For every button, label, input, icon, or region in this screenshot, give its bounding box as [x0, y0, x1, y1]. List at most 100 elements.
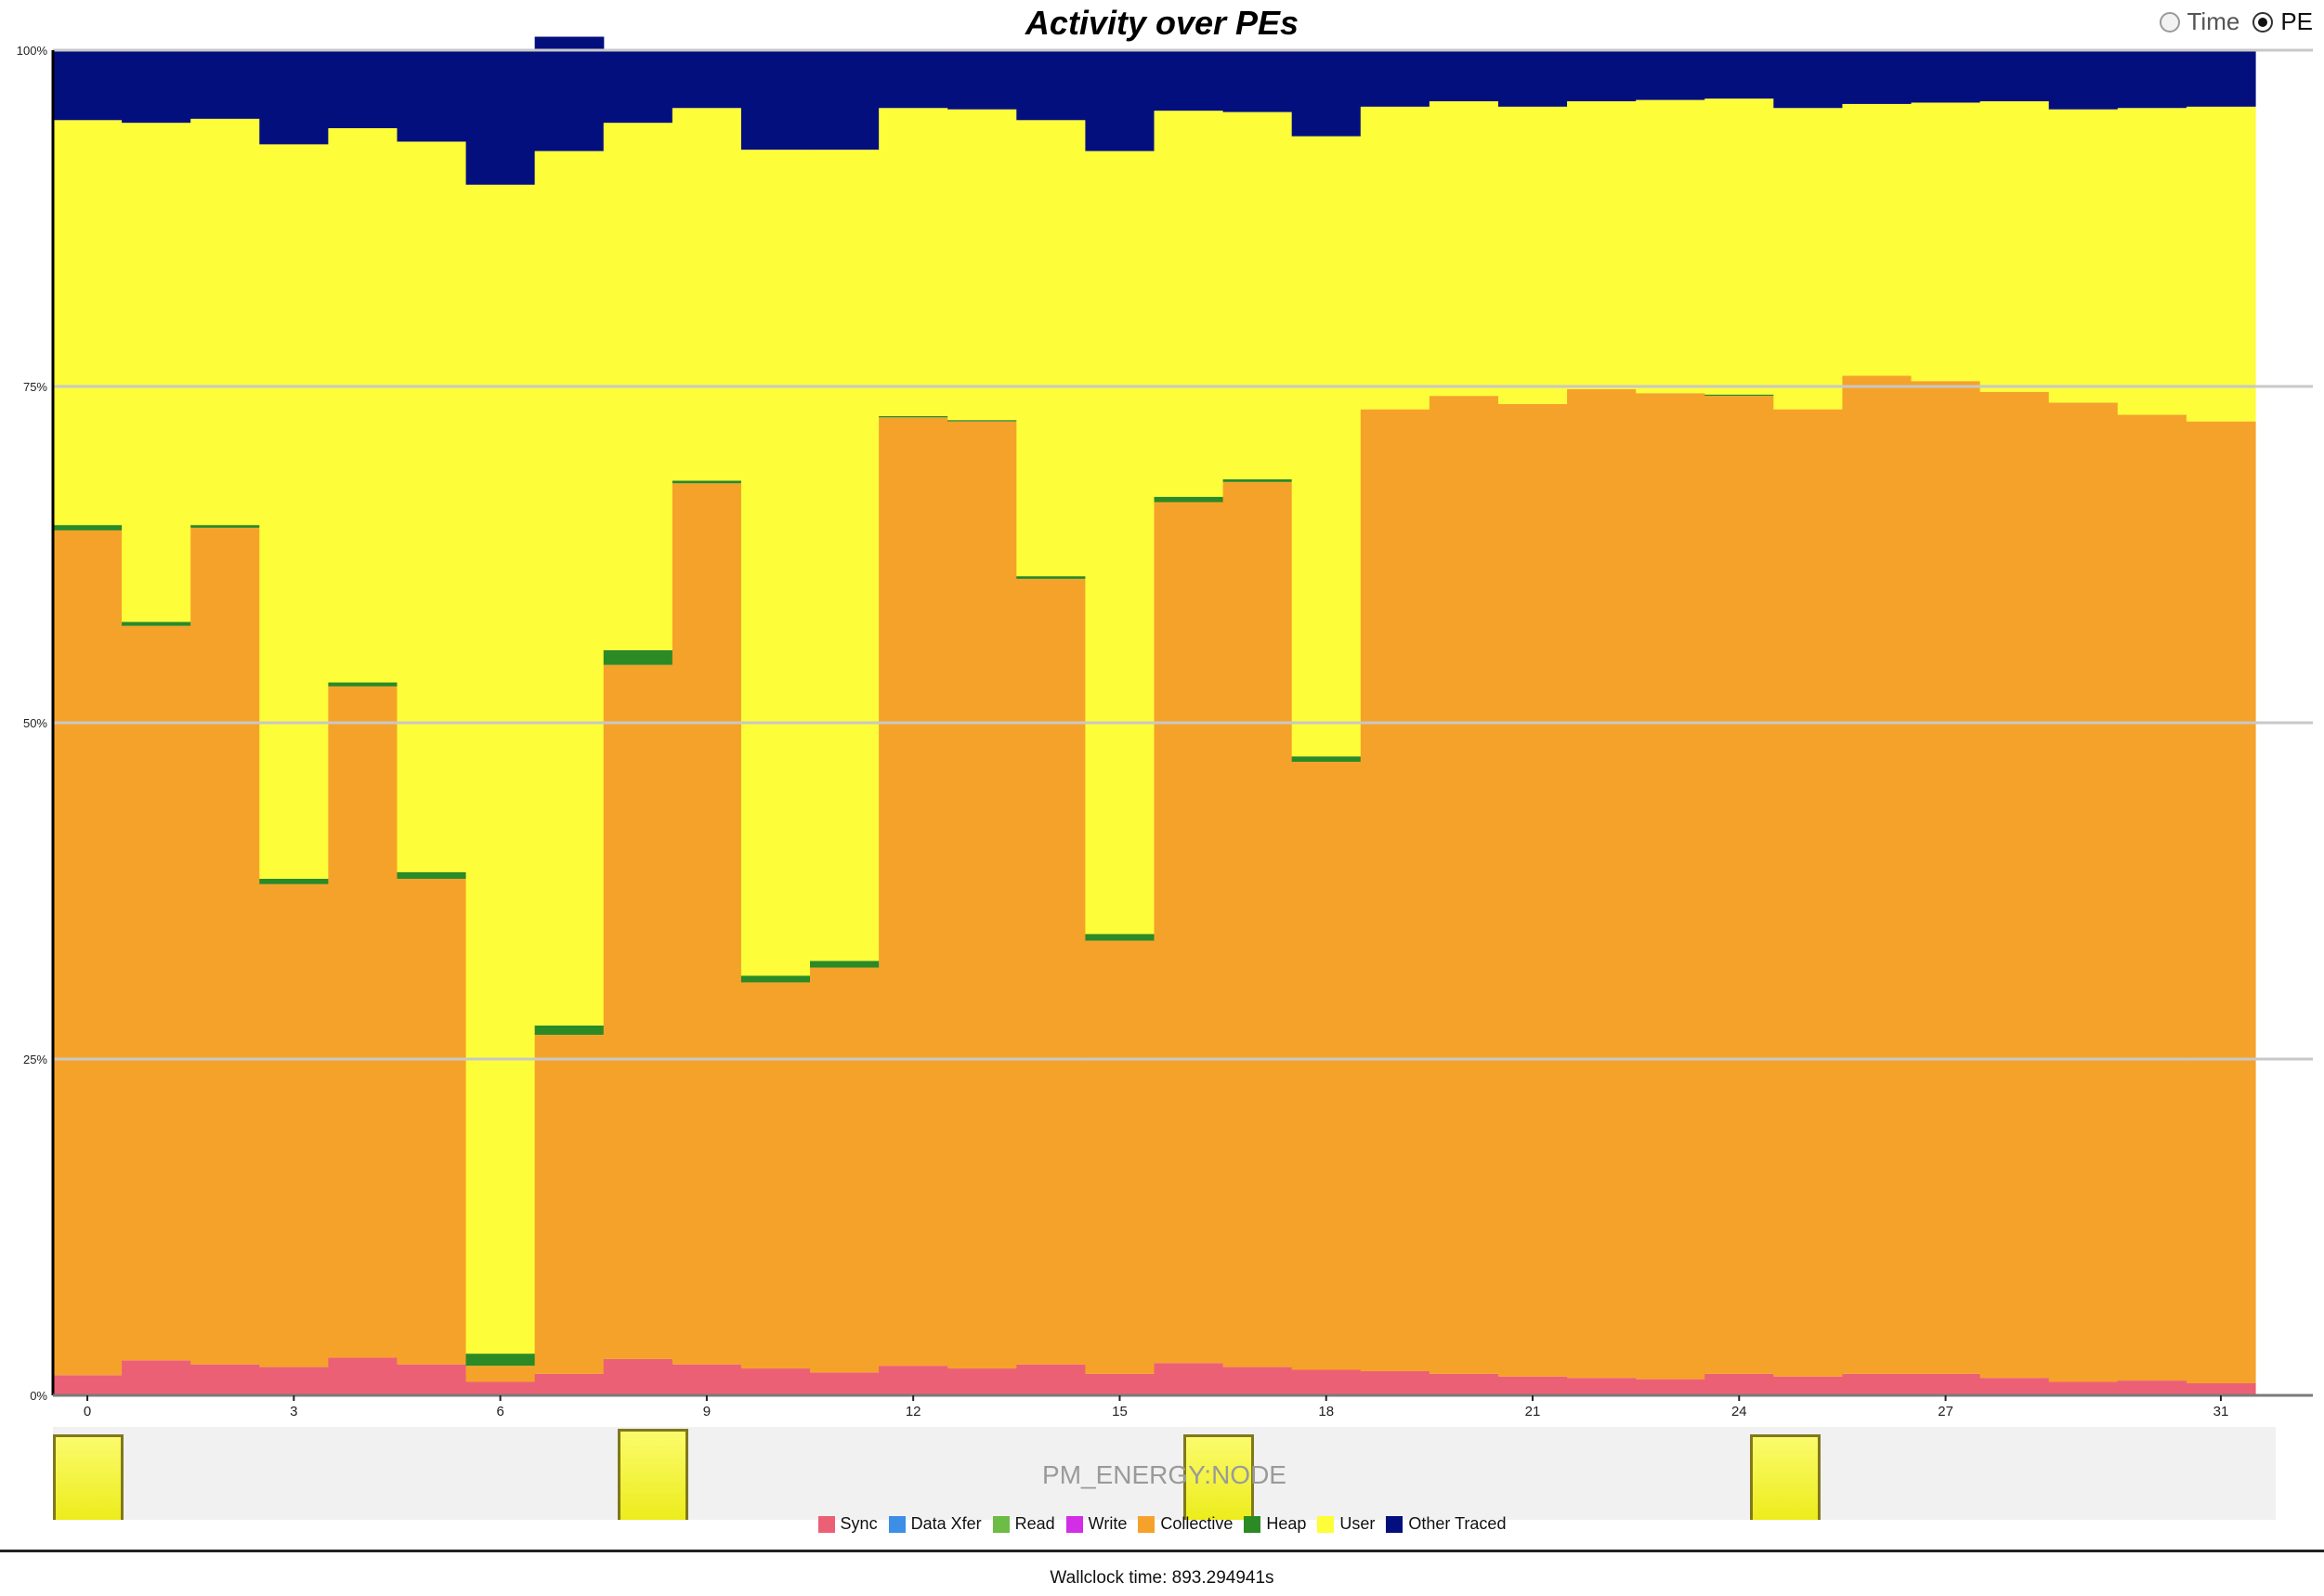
legend-item: Read [992, 1514, 1055, 1534]
legend-label: Other Traced [1408, 1514, 1507, 1533]
bar-segment [1429, 396, 1499, 1374]
bar-segment [2186, 421, 2256, 1383]
bar-segment [1154, 502, 1224, 1364]
bar-segment [879, 415, 948, 418]
energy-strip[interactable]: PM_ENERGY:NODE [53, 1427, 2276, 1520]
legend-item: Data Xfer [888, 1514, 982, 1534]
bar-segment [2186, 50, 2256, 107]
bar-segment [1222, 111, 1293, 479]
bar-segment [259, 50, 329, 145]
bar-segment [1085, 150, 1155, 935]
bar-segment [1497, 403, 1568, 1377]
bar-segment [879, 417, 948, 1367]
bar-segment [603, 50, 673, 124]
legend-label: User [1339, 1514, 1376, 1533]
bar-segment [2117, 414, 2187, 1381]
legend-label: Read [1014, 1514, 1055, 1533]
bar-segment [259, 878, 329, 884]
bar-segment [328, 50, 398, 128]
bar-segment [2048, 1381, 2119, 1395]
bar-segment [1773, 1376, 1844, 1395]
wallclock-time: Wallclock time: 893.294941s [1050, 1568, 1274, 1588]
bar-segment [465, 184, 536, 1354]
bar-segment [259, 1367, 329, 1395]
bar-segment [1360, 409, 1430, 1371]
y-tick-label: 25% [23, 1053, 47, 1066]
bar-segment [2117, 108, 2187, 415]
bar-segment [1704, 394, 1774, 397]
bar-segment [53, 1375, 123, 1395]
bar-segment [1154, 1363, 1224, 1395]
x-tick-label: 27 [1938, 1404, 1953, 1419]
x-tick-label: 21 [1525, 1404, 1541, 1419]
bar-segment [1429, 50, 1499, 102]
bar-segment [603, 1358, 673, 1395]
legend-item: Other Traced [1386, 1514, 1506, 1534]
x-tick-label: 31 [2213, 1404, 2229, 1419]
y-tick-label: 75% [23, 380, 47, 394]
bar-segment [190, 528, 260, 1365]
bar-segment [947, 1368, 1017, 1395]
legend-item: User [1317, 1514, 1375, 1534]
bar-segment [397, 50, 467, 142]
bar-segment [328, 682, 398, 687]
bar-segment [122, 50, 191, 124]
bar-segment [397, 871, 467, 879]
legend-item: Write [1065, 1514, 1127, 1534]
bar-segment [879, 50, 948, 109]
energy-block [53, 1434, 124, 1520]
bar-segment [1222, 481, 1293, 1367]
legend-swatch [1065, 1515, 1083, 1533]
x-tick-label: 24 [1731, 1404, 1747, 1419]
bar-segment [53, 530, 123, 1376]
legend-swatch [888, 1515, 906, 1533]
x-tick-label: 12 [906, 1404, 921, 1419]
bar-segment [1016, 1364, 1086, 1395]
legend-swatch [817, 1515, 835, 1533]
bar-segment [1636, 99, 1705, 394]
bar-segment [1636, 1379, 1705, 1395]
bar-segment [810, 50, 880, 150]
bar-segment [1497, 1376, 1568, 1395]
bar-segment [1085, 940, 1155, 1374]
bar-segment [2048, 50, 2119, 110]
bar-segment [1636, 50, 1705, 100]
pe-radio-button[interactable] [2252, 11, 2274, 33]
x-tick-label: 15 [1112, 1404, 1128, 1419]
bar-segment [1842, 375, 1913, 1374]
bar-segment [810, 961, 880, 968]
bar-segment [1222, 1367, 1293, 1395]
time-radio-label[interactable]: Time [2187, 7, 2240, 35]
stacked-bar-chart: 0% 25% 50% 75% 100% 0 3 6 9 12 15 18 21 24 27 31 [17, 36, 2313, 1419]
y-tick-label: 0% [30, 1389, 47, 1403]
time-radio-button[interactable] [2159, 11, 2180, 33]
bar-segment [465, 1366, 536, 1382]
bar-segment [1636, 393, 1705, 1380]
bar-segment [1429, 101, 1499, 397]
bar-segment [1773, 50, 1844, 109]
pe-radio-label[interactable]: PE [2280, 7, 2313, 35]
bar-segment [947, 420, 1017, 422]
bar-segment [397, 141, 467, 872]
bar-segment [810, 150, 880, 962]
bar-segment [1567, 388, 1637, 1379]
divider [0, 1550, 2324, 1552]
bar-segment [1911, 1373, 1981, 1395]
bar-segment [810, 1372, 880, 1395]
energy-block [1750, 1434, 1821, 1520]
bar-segment [53, 525, 123, 530]
bar-segment [672, 480, 742, 484]
bar-segment [672, 483, 742, 1365]
x-tick-label: 3 [290, 1404, 297, 1419]
bar-segment [534, 150, 605, 1026]
bar-segment [1567, 1378, 1637, 1395]
bar-segment [190, 1364, 260, 1395]
bar-segment [1842, 103, 1913, 376]
bar-segment [122, 123, 191, 622]
bar-segment [2048, 109, 2119, 403]
bar-segment [328, 127, 398, 683]
bar-segment [1773, 108, 1844, 410]
bar-segment [122, 625, 191, 1361]
bar-segment [1842, 1373, 1913, 1395]
bar-segment [1360, 50, 1430, 107]
